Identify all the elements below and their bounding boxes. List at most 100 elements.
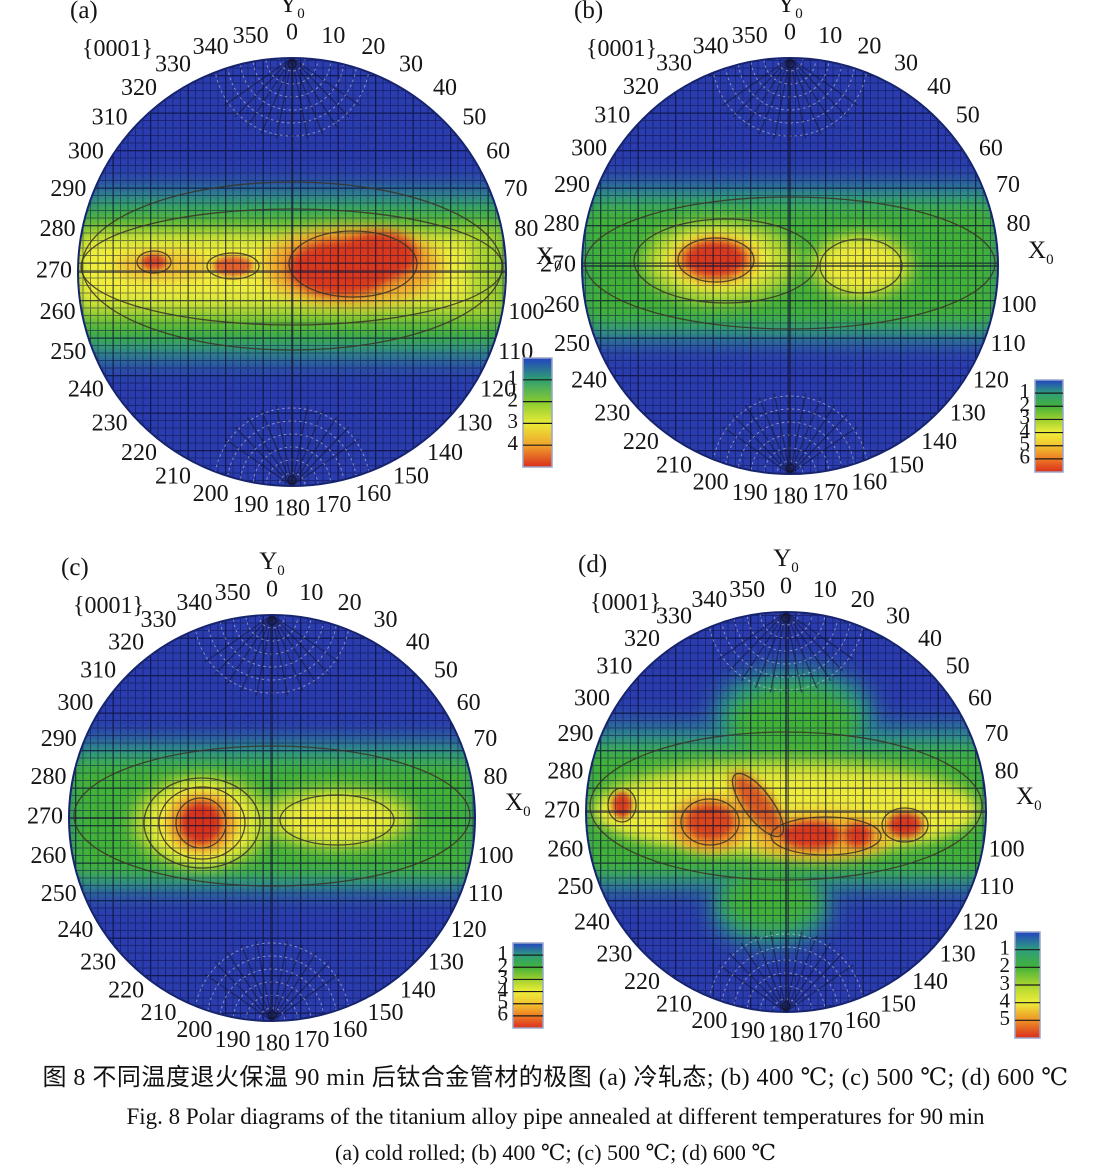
- degree-label: 150: [888, 452, 924, 478]
- degree-label: 250: [558, 874, 594, 900]
- fan-spoke: [271, 615, 304, 692]
- degree-label: 200: [693, 470, 729, 496]
- degree-label: 80: [1006, 211, 1030, 237]
- degree-label: 130: [950, 401, 986, 427]
- fan-spoke: [255, 615, 273, 696]
- degree-label: 190: [233, 492, 269, 518]
- degree-label: 320: [623, 74, 659, 100]
- colorbar-label: 2: [1000, 953, 1011, 977]
- degree-label: 300: [571, 136, 607, 162]
- fan-spoke: [271, 944, 304, 1021]
- panel-letter: (c): [61, 554, 89, 581]
- degree-label: 10: [321, 23, 345, 49]
- caption-subitems: (a) cold rolled; (b) 400 ℃; (c) 500 ℃; (…: [335, 1140, 776, 1165]
- fan-spoke: [275, 58, 293, 139]
- degree-label: 40: [927, 74, 951, 100]
- degree-label: 80: [484, 764, 508, 790]
- degree-label: 140: [921, 429, 957, 455]
- fan-spoke: [789, 397, 822, 474]
- degree-label: 150: [880, 991, 916, 1017]
- fan-spoke: [291, 409, 324, 486]
- fan-spoke: [291, 58, 309, 139]
- degree-label: 200: [176, 1017, 212, 1043]
- degree-label: 180: [768, 1022, 804, 1048]
- degree-label: 60: [486, 139, 510, 165]
- colorbar-label: 1: [508, 366, 519, 390]
- degree-label: 60: [979, 136, 1003, 162]
- fan-spoke: [260, 409, 293, 486]
- contour-line: [770, 816, 882, 856]
- pole-figures-canvas: 0 10 2030405060708010011012013014015016017…: [27, 0, 1064, 1057]
- degree-label: 210: [656, 991, 692, 1017]
- fan-spoke: [271, 951, 318, 1021]
- fan-spoke: [226, 951, 273, 1021]
- degree-label: 350: [233, 23, 269, 49]
- pole-figure-a: 0 10 2030405060708010011012013014015016017…: [36, 0, 562, 522]
- fan-spoke: [740, 942, 787, 1012]
- fan-spoke: [291, 438, 360, 486]
- degree-label: 60: [968, 686, 992, 712]
- axis-label-y0: Y0: [777, 0, 803, 22]
- panel-letter: (d): [578, 551, 607, 578]
- degree-label: 270: [544, 798, 580, 824]
- degree-label: 0: [784, 20, 796, 46]
- contour-line: [80, 208, 504, 326]
- contour-line: [143, 777, 261, 869]
- fan-spoke: [275, 405, 293, 486]
- degree-label: 300: [57, 690, 93, 716]
- pole-figure-d: 0 10 2030405060708010011012013014015016017…: [544, 545, 1042, 1048]
- degree-label: 50: [462, 105, 486, 131]
- contour-lines: [584, 196, 996, 330]
- degree-label: 290: [50, 176, 86, 202]
- fan-spoke: [226, 615, 273, 685]
- degree-label: 100: [508, 299, 544, 325]
- plane-label: {0001}: [590, 590, 661, 616]
- degree-label: 20: [338, 590, 362, 616]
- fan-spoke: [789, 414, 848, 474]
- degree-label: 300: [574, 686, 610, 712]
- degree-label: 350: [215, 580, 251, 606]
- colorbar-label: 1: [1020, 379, 1031, 403]
- degree-label: 320: [121, 75, 157, 101]
- degree-label: 70: [984, 721, 1008, 747]
- pole-figure-c: 0 10 2030405060708010011012013014015016017…: [27, 548, 544, 1057]
- fan-spoke: [785, 612, 832, 682]
- fan-spoke: [732, 414, 791, 474]
- degree-label: 170: [812, 480, 848, 506]
- colorbar-label: 4: [1020, 418, 1031, 442]
- fan-spoke: [291, 426, 350, 486]
- colorbar-label: 6: [498, 1002, 509, 1026]
- degree-label: 110: [468, 881, 503, 907]
- fan-spoke: [785, 612, 818, 689]
- degree-label: 30: [374, 607, 398, 633]
- contour-line: [73, 745, 471, 887]
- contour-line: [819, 238, 903, 294]
- degree-label: 190: [729, 1018, 765, 1044]
- degree-label: 310: [596, 654, 632, 680]
- colorbar-label: 1: [498, 941, 509, 965]
- degree-label: 20: [361, 34, 385, 60]
- degree-label: 130: [940, 941, 976, 967]
- axis-sub: 0: [523, 804, 531, 820]
- colorbar-label: 5: [1020, 432, 1031, 456]
- degree-label: 120: [962, 910, 998, 936]
- fan-spoke: [789, 58, 858, 106]
- colorbar-label: 3: [1000, 971, 1011, 995]
- axis-sub: 0: [277, 563, 285, 579]
- degree-label: 310: [92, 105, 128, 131]
- degree-label: 230: [92, 410, 128, 436]
- contour-line: [279, 794, 395, 846]
- degree-label: 130: [456, 410, 492, 436]
- degree-label: 190: [732, 480, 768, 506]
- fan-spoke: [789, 58, 836, 128]
- degree-label: 40: [918, 626, 942, 652]
- colorbar-label: 4: [1000, 988, 1011, 1012]
- axis-sub: 0: [1046, 252, 1054, 268]
- degree-label: 100: [989, 836, 1025, 862]
- fan-spoke: [740, 612, 787, 682]
- degree-label: 310: [594, 102, 630, 128]
- degree-label: 260: [547, 836, 583, 862]
- degree-label: 40: [433, 75, 457, 101]
- degree-label: 280: [547, 759, 583, 785]
